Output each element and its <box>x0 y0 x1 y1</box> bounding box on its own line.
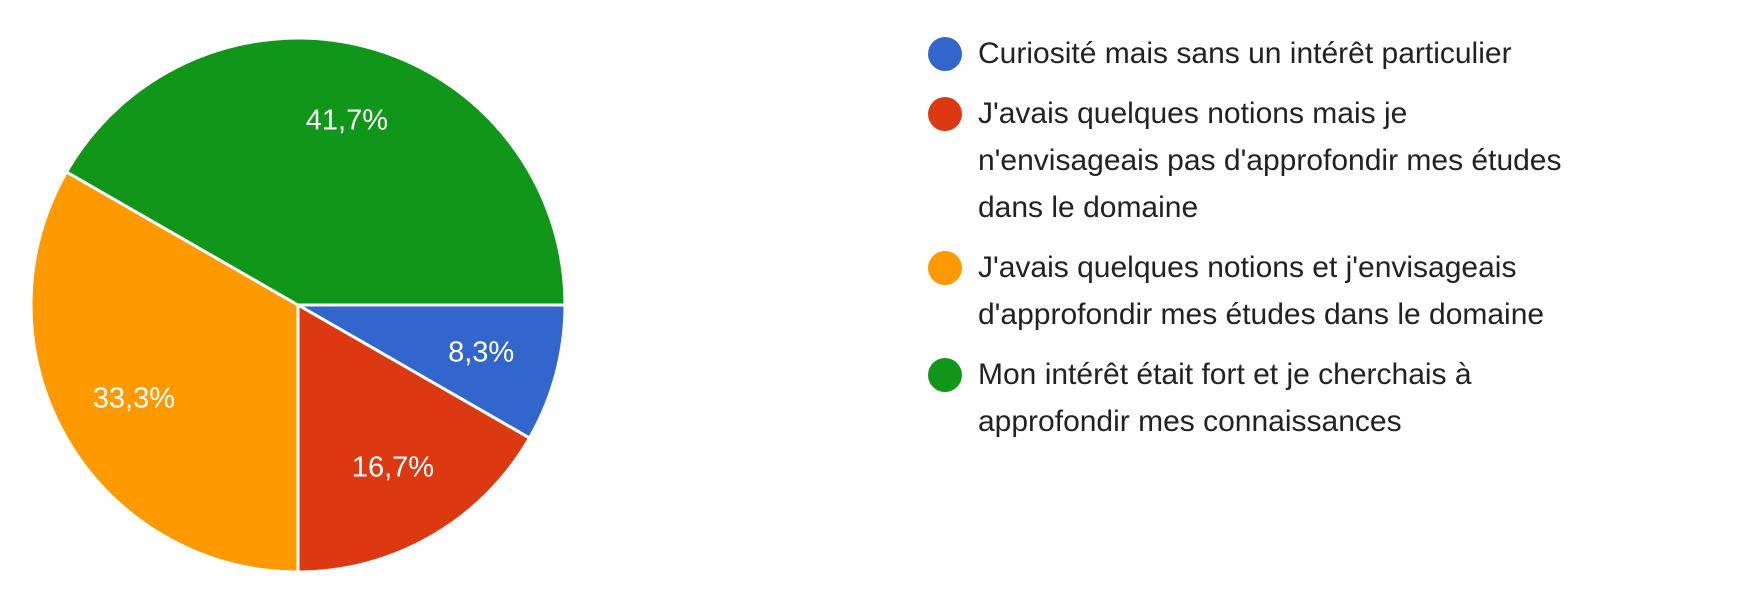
pie-slice <box>296 302 532 574</box>
legend-label: Mon intérêt était fort et je cherchais à… <box>978 358 1472 438</box>
slice-label: 33,3% <box>93 383 175 415</box>
legend-label: J'avais quelques notions mais je n'envis… <box>978 97 1562 224</box>
legend-item: J'avais quelques notions et j'envisageai… <box>925 244 1585 338</box>
pie-slice <box>292 303 567 441</box>
legend-swatch <box>928 37 962 71</box>
legend: Curiosité mais sans un intérêt particuli… <box>925 30 1585 458</box>
legend-label: J'avais quelques notions et j'envisageai… <box>978 251 1545 331</box>
legend-swatch <box>928 358 962 392</box>
legend-swatch <box>928 97 962 131</box>
slice-label: 41,7% <box>306 104 388 136</box>
slice-label: 16,7% <box>352 452 434 484</box>
legend-item: Curiosité mais sans un intérêt particuli… <box>925 30 1585 77</box>
legend-label: Curiosité mais sans un intérêt particuli… <box>978 37 1512 70</box>
legend-swatch <box>928 251 962 285</box>
slice-label: 8,3% <box>448 337 514 369</box>
legend-item: J'avais quelques notions mais je n'envis… <box>925 90 1585 231</box>
legend-item: Mon intérêt était fort et je cherchais à… <box>925 351 1585 445</box>
pie-slice <box>29 169 300 574</box>
pie-slice <box>64 36 567 307</box>
